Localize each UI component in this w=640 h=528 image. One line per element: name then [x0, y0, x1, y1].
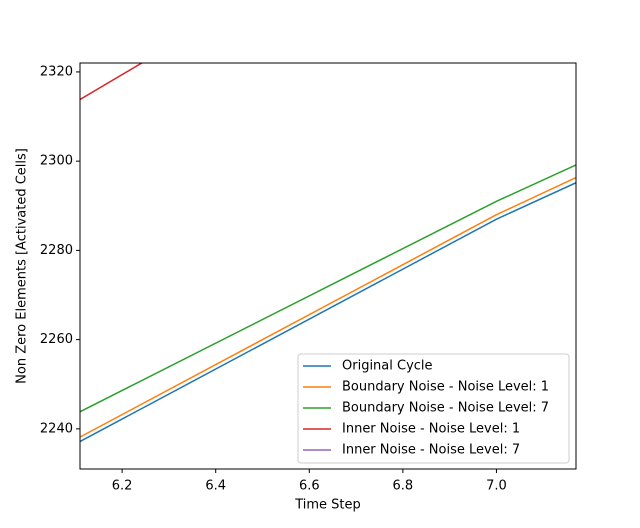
legend-label: Boundary Noise - Noise Level: 7: [342, 401, 549, 416]
series-line: [80, 176, 576, 438]
x-tick-label: 6.2: [112, 479, 133, 494]
legend-label: Boundary Noise - Noise Level: 1: [342, 380, 549, 395]
x-tick-label: 6.6: [299, 479, 320, 494]
y-tick-label: 2260: [40, 332, 73, 347]
axes-frame: [79, 62, 577, 470]
series-line: [80, 164, 576, 413]
y-tick-label: 2280: [40, 243, 73, 258]
series-line: [80, 181, 576, 443]
legend-label: Original Cycle: [342, 359, 433, 374]
legend-label: Inner Noise - Noise Level: 7: [342, 443, 520, 458]
x-tick-label: 6.4: [205, 479, 226, 494]
legend-label: Inner Noise - Noise Level: 1: [342, 422, 520, 437]
y-axis-label: Non Zero Elements [Activated Cells]: [15, 148, 30, 384]
plot-lines: [80, 63, 576, 443]
y-tick-label: 2320: [40, 64, 73, 79]
x-tick-label: 7.0: [486, 479, 507, 494]
x-tick-label: 6.8: [393, 479, 414, 494]
y-tick-label: 2300: [40, 154, 73, 169]
y-tick-label: 2240: [40, 421, 73, 436]
legend-box: [297, 353, 570, 464]
x-axis-label: Time Step: [294, 498, 361, 513]
